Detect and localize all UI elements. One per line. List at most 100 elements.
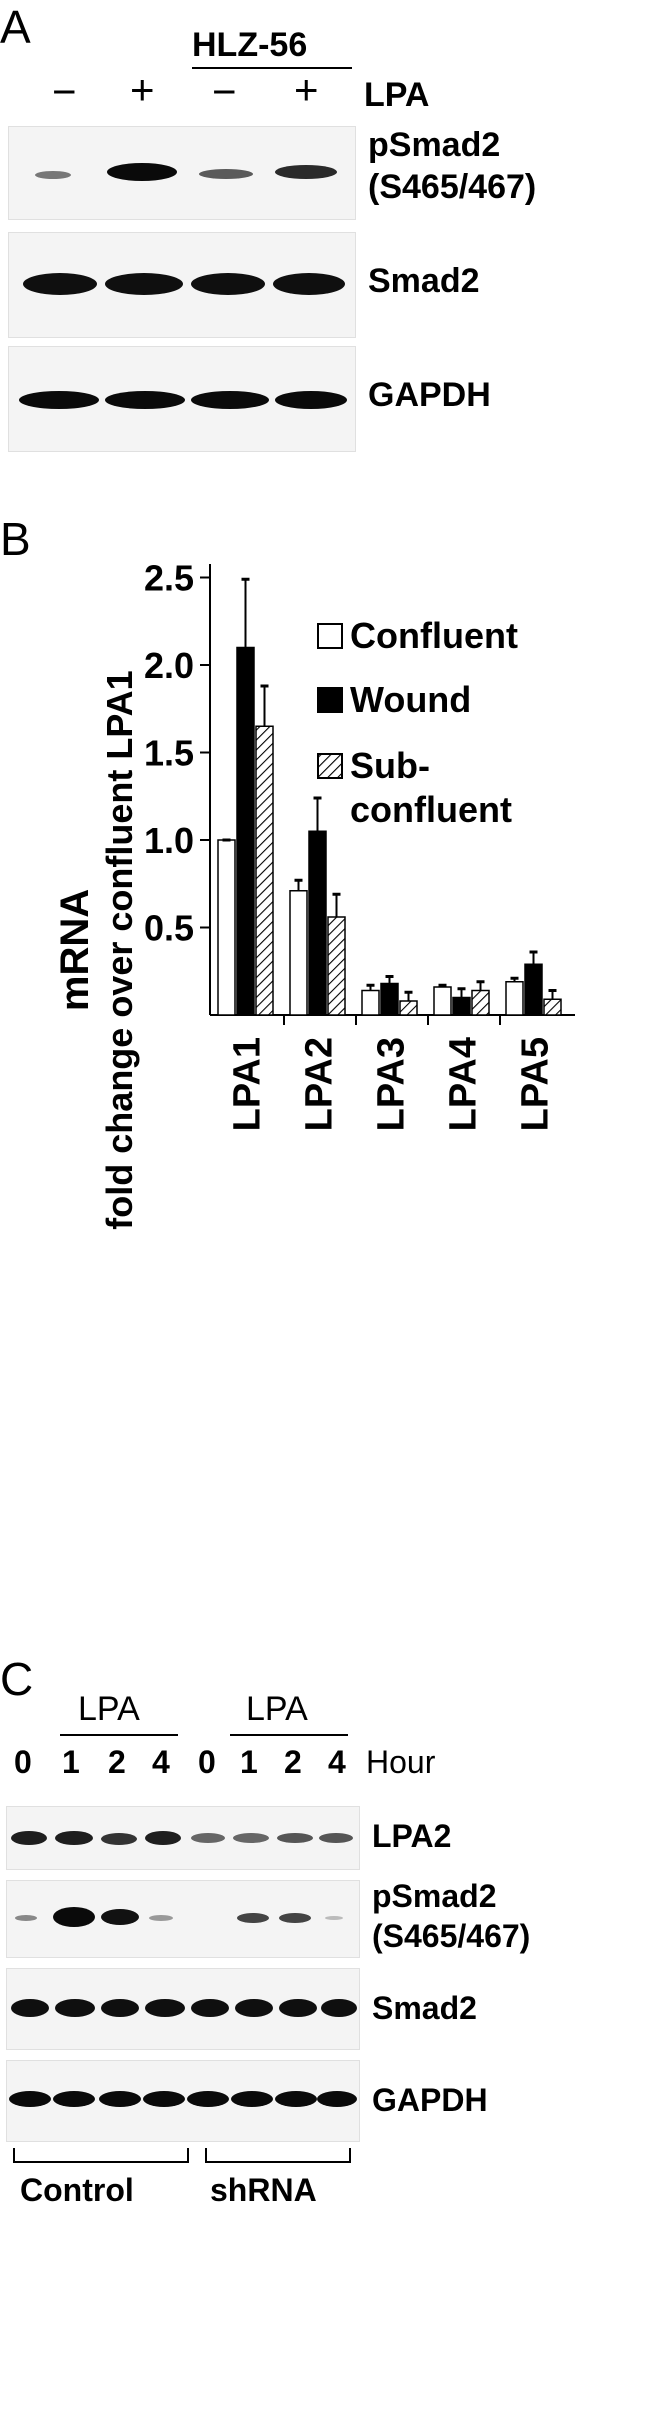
blot-band xyxy=(11,1831,47,1845)
blot-band xyxy=(99,2091,141,2107)
bar xyxy=(289,890,308,1016)
x-tick-label: LPA1 xyxy=(227,1037,269,1131)
panel-letter-a: A xyxy=(0,1,31,53)
y-tick-label: 1.0 xyxy=(144,820,194,861)
blot-band xyxy=(11,1999,49,2017)
bar xyxy=(361,989,380,1016)
row-label-psmad2-c: pSmad2 (S465/467) xyxy=(372,1876,530,1956)
blot-band xyxy=(149,1915,173,1921)
row-label-smad2: Smad2 xyxy=(368,262,480,300)
blot-band xyxy=(9,2091,51,2107)
bar xyxy=(380,982,399,1016)
hour-value: 2 xyxy=(284,1744,302,1780)
blot-band xyxy=(19,391,99,409)
treatment-underline xyxy=(192,67,352,69)
legend-label: Confluent xyxy=(350,615,518,656)
blot-band xyxy=(107,163,177,181)
lpa-sign: − xyxy=(212,68,237,115)
y-axis-label: fold change over confluent LPA1 xyxy=(99,670,140,1229)
blot-strip-smad2 xyxy=(8,232,356,338)
hour-label: Hour xyxy=(366,1744,436,1780)
blot-strip-gapdh-c xyxy=(6,2060,360,2142)
blot-band xyxy=(15,1915,37,1921)
x-tick-label: LPA3 xyxy=(371,1037,413,1131)
x-tick-label: LPA4 xyxy=(443,1037,485,1131)
legend-label: confluent xyxy=(350,789,512,830)
group-label-control: Control xyxy=(20,2172,134,2208)
bar xyxy=(217,839,236,1016)
bar xyxy=(399,1000,418,1016)
y-axis-label: mRNA xyxy=(53,889,97,1011)
row-label-line: (S465/467) xyxy=(372,1918,531,1954)
bracket-control xyxy=(13,2148,189,2163)
blot-band xyxy=(317,2091,357,2107)
blot-band xyxy=(55,1999,95,2017)
lpa-sign: + xyxy=(294,66,319,113)
hour-value: 4 xyxy=(328,1744,346,1780)
blot-band xyxy=(55,1831,93,1845)
row-label-line: (S465/467) xyxy=(368,168,537,206)
blot-band xyxy=(191,391,269,409)
blot-band xyxy=(53,2091,95,2107)
blot-band xyxy=(53,1907,95,1927)
y-tick-label: 1.5 xyxy=(144,733,194,774)
lpa-group-label: LPA xyxy=(246,1690,308,1728)
row-label-smad2-c: Smad2 xyxy=(372,1990,477,2026)
blot-band xyxy=(35,171,71,179)
blot-band xyxy=(191,273,265,295)
blot-band xyxy=(279,1999,317,2017)
blot-band xyxy=(231,2091,273,2107)
blot-band xyxy=(105,391,185,409)
blot-band xyxy=(23,273,97,295)
legend: Confluent Wound Sub- confluent xyxy=(317,615,518,830)
lpa-group-underline xyxy=(60,1734,178,1736)
blot-strip-psmad2-c xyxy=(6,1880,360,1958)
hour-value: 1 xyxy=(240,1744,258,1780)
blot-band xyxy=(101,1999,139,2017)
legend-swatch-wound xyxy=(317,687,343,713)
group-brackets xyxy=(13,2148,351,2163)
bar xyxy=(524,963,543,1016)
legend-swatch-confluent xyxy=(317,623,343,649)
blot-band xyxy=(277,1833,313,1843)
legend-label: Sub- xyxy=(350,745,430,786)
legend-swatch-subconfluent xyxy=(317,753,343,779)
bar xyxy=(236,646,255,1016)
blot-band xyxy=(273,273,345,295)
blot-band xyxy=(105,273,183,295)
blot-strip-gapdh xyxy=(8,346,356,452)
row-label-gapdh: GAPDH xyxy=(368,376,491,414)
y-tick-label: 2.0 xyxy=(144,645,194,686)
bar xyxy=(255,725,274,1016)
row-label-psmad2: pSmad2 (S465/467) xyxy=(368,124,536,208)
blot-band xyxy=(235,1999,273,2017)
hour-value: 0 xyxy=(14,1744,32,1780)
blot-band xyxy=(101,1833,137,1845)
blot-strip-psmad2 xyxy=(8,126,356,220)
blot-band xyxy=(187,2091,229,2107)
bar xyxy=(308,830,327,1016)
hour-value: 1 xyxy=(62,1744,80,1780)
blot-band xyxy=(199,169,253,179)
y-tick-label: 2.5 xyxy=(144,560,194,599)
row-label-line: pSmad2 xyxy=(368,126,501,164)
bar xyxy=(327,916,346,1016)
hour-value: 4 xyxy=(152,1744,170,1780)
y-tick-label: 0.5 xyxy=(144,908,194,949)
blot-band xyxy=(319,1833,353,1843)
blot-band xyxy=(321,1999,357,2017)
lpa-label: LPA xyxy=(364,76,430,114)
blot-strip-smad2-c xyxy=(6,1968,360,2050)
bar xyxy=(505,981,524,1016)
row-label-lpa2: LPA2 xyxy=(372,1818,452,1854)
blot-band xyxy=(325,1916,343,1920)
bracket-shrna xyxy=(205,2148,351,2163)
treatment-header: HLZ-56 xyxy=(192,26,308,64)
lpa-group-underline xyxy=(230,1734,348,1736)
blot-band xyxy=(275,2091,317,2107)
group-label-shrna: shRNA xyxy=(210,2172,317,2208)
bar xyxy=(471,989,490,1016)
bar xyxy=(543,998,562,1016)
blot-band xyxy=(143,2091,185,2107)
blot-band xyxy=(145,1999,185,2017)
